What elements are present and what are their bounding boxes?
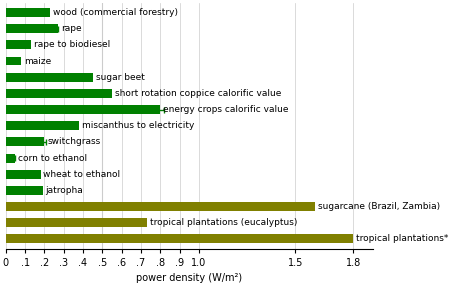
Bar bbox=[6, 202, 314, 211]
Bar bbox=[6, 40, 31, 49]
Bar bbox=[6, 24, 58, 33]
Text: miscanthus to electricity: miscanthus to electricity bbox=[82, 121, 194, 130]
Bar bbox=[6, 89, 112, 98]
Text: tropical plantations (eucalyptus): tropical plantations (eucalyptus) bbox=[149, 218, 296, 227]
Bar bbox=[6, 235, 352, 243]
Bar bbox=[6, 154, 15, 162]
Bar bbox=[6, 170, 41, 179]
Bar bbox=[6, 73, 92, 82]
Text: tropical plantations*: tropical plantations* bbox=[355, 235, 447, 243]
Bar bbox=[6, 218, 147, 227]
Text: rape to biodiesel: rape to biodiesel bbox=[34, 40, 110, 49]
Bar bbox=[6, 121, 79, 130]
Text: wheat to ethanol: wheat to ethanol bbox=[43, 170, 120, 179]
X-axis label: power density (W/m²): power density (W/m²) bbox=[136, 273, 242, 283]
Text: sugarcane (Brazil, Zambia): sugarcane (Brazil, Zambia) bbox=[317, 202, 439, 211]
Text: maize: maize bbox=[24, 57, 51, 65]
Bar bbox=[6, 105, 160, 114]
Bar bbox=[6, 186, 42, 195]
Text: wood (commercial forestry): wood (commercial forestry) bbox=[53, 8, 178, 17]
Text: rape: rape bbox=[61, 24, 81, 33]
Text: energy crops calorific value: energy crops calorific value bbox=[163, 105, 288, 114]
Text: corn to ethanol: corn to ethanol bbox=[18, 154, 87, 162]
Text: switchgrass: switchgrass bbox=[47, 137, 101, 146]
Text: short rotation coppice calorific value: short rotation coppice calorific value bbox=[115, 89, 281, 98]
Bar bbox=[6, 57, 21, 65]
Bar bbox=[6, 8, 50, 17]
Bar bbox=[6, 138, 44, 146]
Text: sugar beet: sugar beet bbox=[95, 73, 144, 82]
Text: jatropha: jatropha bbox=[45, 186, 83, 195]
